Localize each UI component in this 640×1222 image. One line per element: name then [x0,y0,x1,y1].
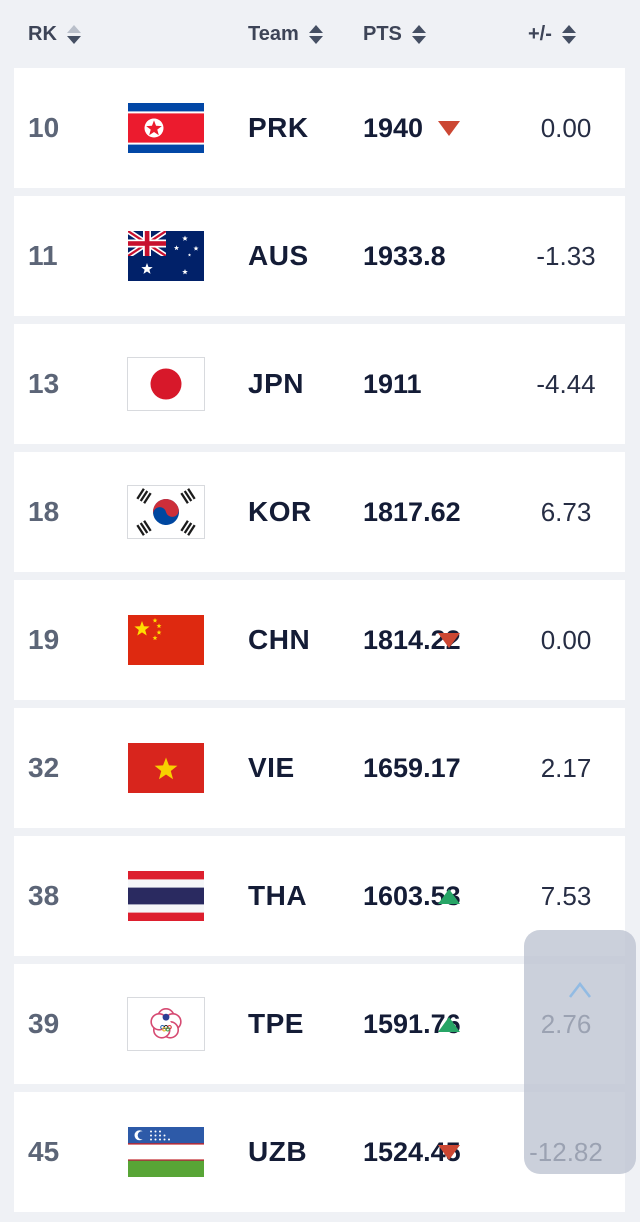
points-change: 0.00 [540,624,592,655]
north-korea-flag [126,68,206,188]
sort-arrows-icon [308,24,323,44]
points-change: -1.33 [536,240,596,271]
points-change: -4.44 [536,368,596,399]
table-header: RK Team PTS +/- [0,0,640,68]
table-row[interactable]: 11 AUS 1933. [14,196,625,316]
team-code: THA [248,880,308,911]
trend-up-icon [438,836,460,956]
rank-cell: 18 [28,496,60,527]
scroll-to-top-button[interactable] [524,930,636,1174]
team-code: AUS [248,240,309,271]
uzbekistan-flag [126,1092,206,1212]
points-value: 1817.62 [363,496,461,527]
points-change: 0.00 [540,112,592,143]
team-code: KOR [248,496,312,527]
column-label: RK [28,22,57,45]
points-value: 1933.8 [363,240,446,271]
thailand-flag [126,836,206,956]
points-change: 6.73 [540,496,592,527]
chevron-up-icon [568,981,592,998]
table-row[interactable]: 32 VIE 1659.17 2.17 [14,708,625,828]
column-header-rank[interactable]: RK [28,0,81,68]
column-label: PTS [363,22,402,45]
points-value: 1940 [363,112,424,143]
column-header-team[interactable]: Team [248,0,323,68]
trend-down-icon [438,1092,460,1212]
team-code: JPN [248,368,304,399]
team-code: TPE [248,1008,304,1039]
rankings-table-body: 10 PRK 1940 0.00 11 [0,68,640,1212]
points-change: 7.53 [540,880,592,911]
rank-cell: 38 [28,880,60,911]
column-header-plus-minus[interactable]: +/- [528,0,576,68]
points-value: 1659.17 [363,752,461,783]
rank-cell: 10 [28,112,60,143]
trend-down-icon [438,580,460,700]
table-row[interactable]: 13 JPN 1911 -4.44 [14,324,625,444]
sort-arrows-icon [411,24,426,44]
trend-down-icon [438,68,460,188]
australia-flag [126,196,206,316]
table-row[interactable]: 38 THA 1603.53 7.53 [14,836,625,956]
table-row[interactable]: 45 UZB 1524.45 -12.82 [14,1092,625,1212]
column-label: Team [248,22,299,45]
team-code: CHN [248,624,311,655]
points-change: 2.17 [540,752,592,783]
rank-cell: 13 [28,368,60,399]
rank-cell: 19 [28,624,60,655]
chinese-taipei-flag [126,964,206,1084]
rank-cell: 39 [28,1008,60,1039]
table-row[interactable]: 10 PRK 1940 0.00 [14,68,625,188]
south-korea-flag [126,452,206,572]
trend-up-icon [438,964,460,1084]
sort-arrows-icon [66,24,81,44]
japan-flag [126,324,206,444]
rank-cell: 45 [28,1136,60,1167]
sort-arrows-icon [561,24,576,44]
column-header-points[interactable]: PTS [363,0,426,68]
vietnam-flag [126,708,206,828]
team-code: UZB [248,1136,308,1167]
points-value: 1911 [363,368,422,399]
column-label: +/- [528,22,552,45]
table-row[interactable]: 39 [14,964,625,1084]
table-row[interactable]: 18 [14,452,625,572]
rank-cell: 32 [28,752,60,783]
table-row[interactable]: 19 CHN 1814.22 0.00 [14,580,625,700]
team-code: VIE [248,752,295,783]
china-flag [126,580,206,700]
rank-cell: 11 [28,240,58,271]
team-code: PRK [248,112,309,143]
